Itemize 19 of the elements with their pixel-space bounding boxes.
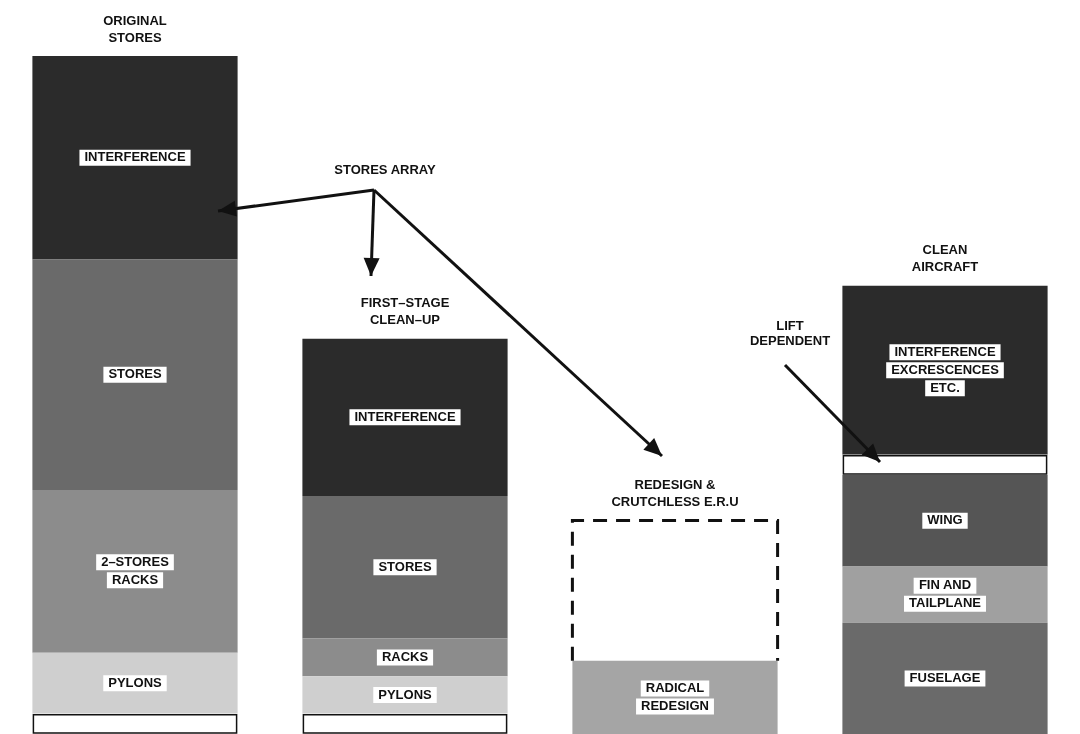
- annotation: LIFT DEPENDENT: [748, 318, 832, 348]
- series-label: STORES: [108, 366, 162, 382]
- x-tick-label: CLEAN AIRCRAFT: [911, 242, 979, 275]
- series-label: PYLONS: [378, 686, 433, 702]
- series-label: 2–STORES RACKS: [101, 553, 170, 587]
- series-label: FUSELAGE: [909, 669, 981, 685]
- series-label: WING: [927, 512, 963, 528]
- x-tick-label: REDESIGN & CRUTCHLESS E.R.U: [611, 477, 739, 510]
- x-tick-label: ORIGINAL STORES: [103, 12, 167, 45]
- series-label: INTERFERENCE EXCRESCENCES ETC.: [891, 343, 1000, 395]
- series-label: FIN AND TAILPLANE: [909, 577, 982, 611]
- x-tick-label: FIRST–STAGE CLEAN–UP: [360, 295, 450, 328]
- series-label: PYLONS: [108, 674, 163, 690]
- series-label: INTERFERENCE: [354, 408, 456, 424]
- annotation: STORES ARRAY: [333, 162, 437, 177]
- series-label: INTERFERENCE: [84, 149, 186, 165]
- series-label: RACKS: [381, 648, 429, 664]
- series-label: RADICAL REDESIGN: [641, 679, 709, 713]
- series-label: STORES: [378, 558, 432, 574]
